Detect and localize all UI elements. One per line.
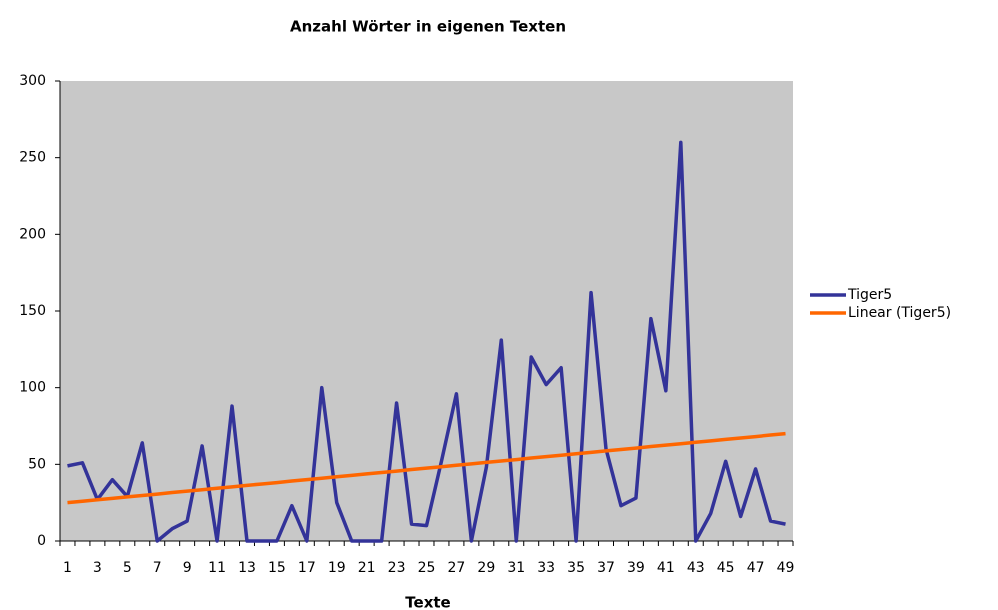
x-tick-label: 15 (268, 560, 286, 576)
x-tick-label: 33 (537, 560, 555, 576)
x-tick-label: 41 (657, 560, 675, 576)
y-tick-label: 250 (19, 150, 46, 166)
y-tick-label: 0 (37, 533, 46, 549)
legend-label: Linear (Tiger5) (848, 305, 951, 321)
plot-area (60, 81, 793, 541)
x-tick-label: 45 (717, 560, 735, 576)
x-tick-label: 3 (93, 560, 102, 576)
y-tick-label: 50 (28, 456, 46, 472)
x-tick-label: 43 (687, 560, 705, 576)
x-tick-label: 49 (777, 560, 795, 576)
line (67, 140, 786, 543)
x-tick-label: 9 (183, 560, 192, 576)
x-tick-label: 39 (627, 560, 645, 576)
y-tick-label: 300 (19, 73, 46, 89)
x-tick-label: 19 (328, 560, 346, 576)
x-tick-label: 17 (298, 560, 316, 576)
chart-title: Anzahl Wörter in eigenen Texten (290, 18, 566, 36)
x-tick-label: 37 (597, 560, 615, 576)
x-tick-label: 1 (63, 560, 72, 576)
y-tick-label: 200 (19, 226, 46, 242)
y-tick-label: 100 (19, 380, 46, 396)
x-tick-label: 21 (358, 560, 376, 576)
x-tick-label: 13 (238, 560, 256, 576)
x-tick-label: 5 (123, 560, 132, 576)
x-tick-label: 7 (153, 560, 162, 576)
x-tick-label: 29 (477, 560, 495, 576)
x-tick-label: 25 (418, 560, 436, 576)
x-tick-label: 47 (747, 560, 765, 576)
x-tick-label: 35 (567, 560, 585, 576)
y-tick-label: 150 (19, 303, 46, 319)
x-axis-label: Texte (405, 594, 450, 610)
x-tick-label: 11 (208, 560, 226, 576)
line (67, 431, 786, 505)
x-tick-label: 31 (507, 560, 525, 576)
legend-label: Tiger5 (847, 287, 892, 303)
x-tick-label: 23 (388, 560, 406, 576)
x-tick-label: 27 (448, 560, 466, 576)
